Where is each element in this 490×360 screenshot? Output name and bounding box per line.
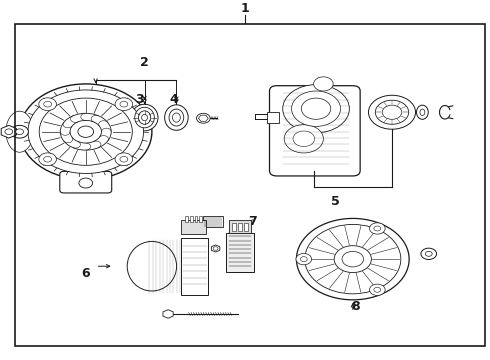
- Circle shape: [369, 223, 385, 234]
- Bar: [185, 216, 188, 222]
- Ellipse shape: [138, 252, 166, 280]
- Circle shape: [374, 287, 381, 292]
- Circle shape: [70, 120, 101, 143]
- Bar: [203, 216, 223, 227]
- Polygon shape: [198, 115, 208, 121]
- Text: 8: 8: [351, 300, 360, 313]
- Text: 2: 2: [140, 56, 149, 69]
- Ellipse shape: [127, 242, 176, 291]
- Circle shape: [39, 153, 56, 166]
- Circle shape: [39, 98, 56, 111]
- Ellipse shape: [11, 117, 27, 146]
- Circle shape: [382, 105, 402, 119]
- Text: 7: 7: [248, 216, 257, 229]
- Circle shape: [28, 90, 144, 174]
- Circle shape: [39, 98, 132, 165]
- Text: 5: 5: [331, 195, 340, 208]
- Bar: [229, 220, 251, 233]
- Text: 3: 3: [135, 93, 144, 106]
- Circle shape: [44, 156, 51, 162]
- Text: 4: 4: [170, 93, 178, 106]
- Bar: [195, 216, 197, 222]
- Circle shape: [44, 102, 51, 107]
- Bar: [232, 223, 236, 231]
- FancyBboxPatch shape: [60, 171, 112, 193]
- Circle shape: [16, 129, 24, 135]
- Polygon shape: [163, 310, 173, 318]
- Ellipse shape: [135, 107, 154, 128]
- Ellipse shape: [165, 105, 188, 130]
- Polygon shape: [1, 125, 17, 138]
- Text: 6: 6: [81, 267, 90, 280]
- Ellipse shape: [132, 247, 172, 286]
- Ellipse shape: [172, 113, 180, 122]
- Circle shape: [300, 257, 307, 262]
- FancyBboxPatch shape: [270, 86, 360, 176]
- Circle shape: [314, 77, 333, 91]
- Text: 1: 1: [241, 2, 249, 15]
- Bar: [190, 216, 193, 222]
- Circle shape: [120, 156, 128, 162]
- Circle shape: [213, 247, 218, 250]
- Circle shape: [283, 85, 349, 133]
- Ellipse shape: [136, 250, 168, 282]
- Circle shape: [296, 219, 409, 300]
- Ellipse shape: [420, 109, 425, 116]
- Circle shape: [5, 129, 13, 135]
- Circle shape: [196, 113, 210, 123]
- Circle shape: [425, 251, 432, 256]
- Circle shape: [20, 84, 152, 180]
- Ellipse shape: [142, 114, 147, 121]
- Circle shape: [292, 91, 341, 126]
- Ellipse shape: [131, 245, 173, 287]
- Circle shape: [301, 98, 331, 119]
- Polygon shape: [211, 245, 220, 252]
- Circle shape: [11, 125, 28, 138]
- Bar: [267, 112, 279, 123]
- Circle shape: [60, 113, 111, 150]
- Bar: [238, 223, 242, 231]
- Circle shape: [305, 224, 401, 294]
- Circle shape: [334, 246, 371, 273]
- Ellipse shape: [13, 119, 26, 144]
- Circle shape: [78, 126, 94, 138]
- Circle shape: [79, 178, 93, 188]
- Circle shape: [296, 253, 312, 265]
- Ellipse shape: [9, 114, 30, 149]
- Bar: [226, 233, 254, 271]
- Circle shape: [421, 248, 437, 260]
- Ellipse shape: [134, 248, 170, 284]
- Ellipse shape: [10, 116, 29, 148]
- Ellipse shape: [6, 112, 32, 152]
- Ellipse shape: [169, 109, 184, 126]
- Circle shape: [115, 98, 133, 111]
- Circle shape: [375, 100, 409, 124]
- Ellipse shape: [8, 113, 31, 150]
- Bar: [199, 216, 202, 222]
- Ellipse shape: [6, 111, 33, 152]
- Ellipse shape: [131, 104, 158, 131]
- Bar: [181, 220, 206, 234]
- Circle shape: [374, 226, 381, 231]
- Bar: [244, 223, 248, 231]
- Ellipse shape: [129, 243, 175, 289]
- Circle shape: [342, 251, 364, 267]
- Circle shape: [115, 153, 133, 166]
- Circle shape: [284, 125, 323, 153]
- Circle shape: [368, 95, 416, 129]
- Circle shape: [293, 131, 315, 147]
- Circle shape: [369, 284, 385, 296]
- Circle shape: [120, 102, 128, 107]
- Ellipse shape: [416, 105, 428, 119]
- Bar: [181, 238, 208, 294]
- Ellipse shape: [138, 111, 151, 124]
